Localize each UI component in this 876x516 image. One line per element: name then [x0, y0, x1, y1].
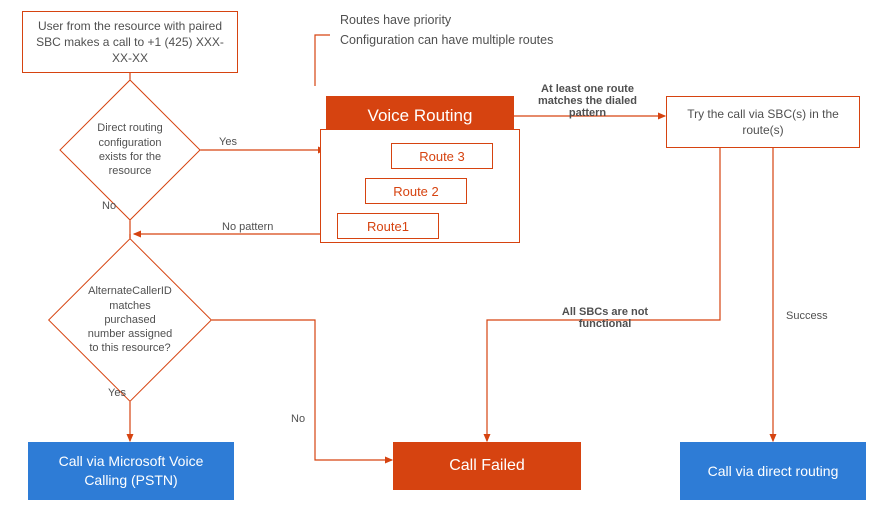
route-2: Route 2 [365, 178, 467, 204]
call-failed-node: Call Failed [393, 442, 581, 490]
call-failed-text: Call Failed [449, 455, 525, 477]
start-node: User from the resource with paired SBC m… [22, 11, 238, 73]
route-1-label: Route1 [367, 219, 409, 234]
edge-sbc-fail: All SBCs are not functional [550, 306, 660, 330]
route-3-label: Route 3 [419, 149, 465, 164]
edge-yes-2: Yes [108, 387, 126, 399]
edge-no-1: No [102, 200, 116, 212]
pstn-text: Call via Microsoft Voice Calling (PSTN) [37, 452, 225, 490]
note-priority: Routes have priority [340, 10, 580, 30]
direct-routing-text: Call via direct routing [708, 462, 839, 481]
start-node-text: User from the resource with paired SBC m… [31, 18, 229, 67]
edge-no-pattern: No pattern [222, 221, 273, 233]
try-sbc-text: Try the call via SBC(s) in the route(s) [675, 106, 851, 138]
note-multiple: Configuration can have multiple routes [340, 30, 580, 50]
edge-yes-1: Yes [219, 136, 237, 148]
decision-caller-text: AlternateCallerID matches purchased numb… [86, 284, 174, 355]
edge-success: Success [786, 310, 828, 322]
notes-block: Routes have priority Configuration can h… [340, 10, 580, 50]
try-sbc-node: Try the call via SBC(s) in the route(s) [666, 96, 860, 148]
decision-alternate-caller: AlternateCallerID matches purchased numb… [72, 262, 188, 378]
edge-no-2: No [291, 413, 305, 425]
direct-routing-node: Call via direct routing [680, 442, 866, 500]
decision-routing-text: Direct routing configuration exists for … [94, 121, 166, 178]
route-3: Route 3 [391, 143, 493, 169]
route-2-label: Route 2 [393, 184, 439, 199]
edge-at-least-one: At least one route matches the dialed pa… [530, 83, 645, 119]
route-1: Route1 [337, 213, 439, 239]
pstn-node: Call via Microsoft Voice Calling (PSTN) [28, 442, 234, 500]
decision-routing-config: Direct routing configuration exists for … [80, 100, 180, 200]
voice-routing-title: Voice Routing [368, 106, 473, 126]
